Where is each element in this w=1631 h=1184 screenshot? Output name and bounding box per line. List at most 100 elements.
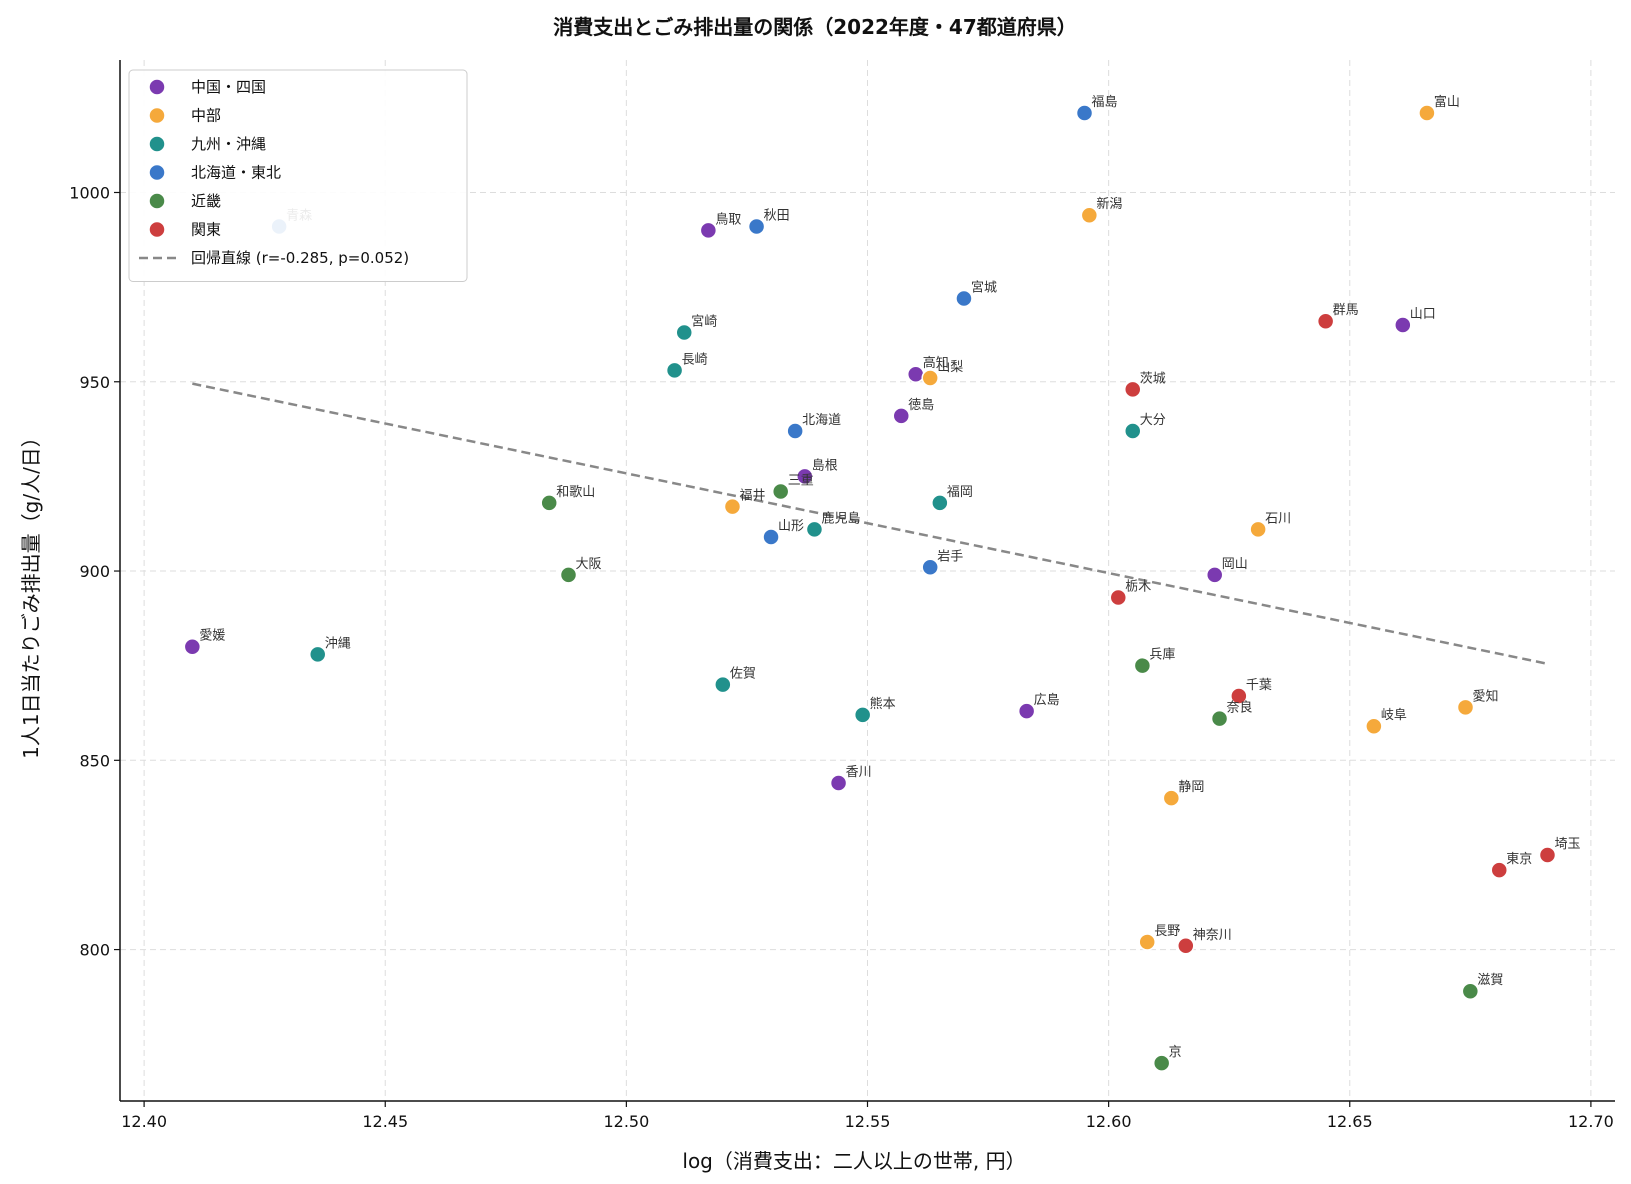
point-label: 滋賀 — [1477, 973, 1503, 988]
y-tick-label: 800 — [79, 941, 110, 960]
point-label: 沖縄 — [325, 636, 351, 651]
data-point — [805, 520, 824, 539]
data-point — [921, 369, 939, 387]
legend-marker — [148, 78, 166, 96]
data-point — [699, 221, 718, 240]
point-label: 和歌山 — [556, 485, 595, 500]
point-label: 熊本 — [870, 696, 896, 712]
data-point — [1075, 104, 1094, 122]
point-label: 福島 — [1092, 95, 1118, 110]
data-point — [1162, 789, 1181, 807]
data-point — [1365, 717, 1383, 735]
point-label: 茨城 — [1140, 371, 1166, 386]
legend-marker — [148, 192, 166, 210]
data-point — [853, 706, 872, 724]
data-point — [762, 528, 780, 546]
y-tick-label: 850 — [79, 751, 110, 770]
data-point — [1230, 687, 1248, 705]
data-point — [892, 407, 911, 425]
x-tick-label: 12.60 — [1086, 1112, 1132, 1131]
point-label: 岩手 — [937, 549, 963, 564]
data-point — [675, 323, 693, 342]
data-point — [723, 497, 742, 516]
point-label: 三重 — [788, 473, 814, 489]
point-label: 栃木 — [1125, 580, 1151, 595]
y-tick-label: 1000 — [69, 183, 110, 202]
data-point — [1249, 520, 1267, 539]
point-label: 群馬 — [1333, 303, 1359, 318]
point-label: 宮城 — [971, 279, 997, 295]
point-label: 石川 — [1265, 511, 1291, 526]
data-point — [829, 774, 848, 792]
data-point — [1210, 709, 1229, 728]
point-label: 鳥取 — [715, 212, 741, 227]
data-point — [714, 675, 732, 694]
data-point — [747, 217, 766, 236]
data-point — [183, 637, 202, 656]
legend-label: 近畿 — [191, 192, 221, 210]
data-point — [1538, 846, 1557, 864]
point-label: 岐阜 — [1381, 707, 1407, 723]
legend-label: 関東 — [191, 221, 221, 239]
point-label: 福岡 — [947, 485, 973, 500]
point-label: 広島 — [1034, 693, 1060, 708]
point-label: 山口 — [1410, 307, 1436, 322]
y-axis-label: 1人1日当たりごみ排出量（g/人/日） — [19, 427, 43, 759]
data-point — [796, 467, 814, 486]
data-point — [906, 365, 925, 383]
data-point — [540, 494, 558, 512]
data-point — [955, 289, 973, 308]
point-label: 埼玉 — [1554, 837, 1580, 852]
data-point — [786, 422, 804, 440]
data-point — [1456, 698, 1475, 717]
point-label: 愛媛 — [199, 629, 225, 644]
point-label: 山梨 — [937, 360, 963, 375]
x-tick-label: 12.45 — [362, 1112, 408, 1131]
data-point — [1461, 982, 1480, 1000]
point-label: 静岡 — [1178, 780, 1204, 795]
legend-label: 中部 — [191, 107, 221, 125]
data-point — [1316, 312, 1335, 330]
x-tick-label: 12.40 — [121, 1112, 167, 1131]
legend-marker — [148, 220, 166, 239]
data-point — [1123, 422, 1142, 440]
point-label: 大阪 — [576, 557, 602, 572]
data-point — [1490, 861, 1509, 879]
point-label: 東京 — [1506, 851, 1532, 867]
regression-layer — [192, 382, 1548, 666]
legend-label: 九州・沖縄 — [191, 135, 266, 153]
point-label: 高知 — [923, 355, 949, 371]
data-point — [1123, 380, 1142, 399]
data-point — [308, 645, 327, 664]
y-tick-label: 900 — [79, 562, 110, 581]
point-label: 千葉 — [1246, 678, 1272, 693]
data-point — [1080, 206, 1099, 224]
data-point — [1177, 937, 1195, 955]
legend-box — [128, 69, 468, 282]
point-label: 京 — [1169, 1045, 1182, 1060]
legend-label: 中国・四国 — [191, 78, 266, 96]
legend-regression-label: 回帰直線 (r=-0.285, p=0.052) — [191, 249, 409, 267]
point-label: 大分 — [1140, 413, 1166, 428]
x-tick-label: 12.55 — [845, 1112, 891, 1131]
point-label: 佐賀 — [730, 667, 756, 682]
data-point — [665, 361, 684, 380]
x-tick-label: 12.70 — [1568, 1112, 1614, 1131]
legend-label: 北海道・東北 — [191, 164, 281, 182]
data-point — [921, 558, 939, 577]
regression-line — [192, 382, 1548, 666]
data-point — [559, 566, 578, 584]
point-label: 宮崎 — [691, 314, 717, 330]
point-label: 兵庫 — [1149, 648, 1175, 663]
point-label: 長野 — [1154, 924, 1180, 939]
point-label: 富山 — [1434, 94, 1460, 110]
point-label: 山形 — [778, 519, 804, 534]
point-label: 福井 — [739, 489, 765, 504]
point-label: 長崎 — [682, 352, 708, 367]
y-tick-label: 950 — [79, 373, 110, 392]
point-label: 秋田 — [764, 209, 790, 224]
point-label: 奈良 — [1227, 700, 1253, 716]
x-tick-label: 12.65 — [1327, 1112, 1373, 1131]
